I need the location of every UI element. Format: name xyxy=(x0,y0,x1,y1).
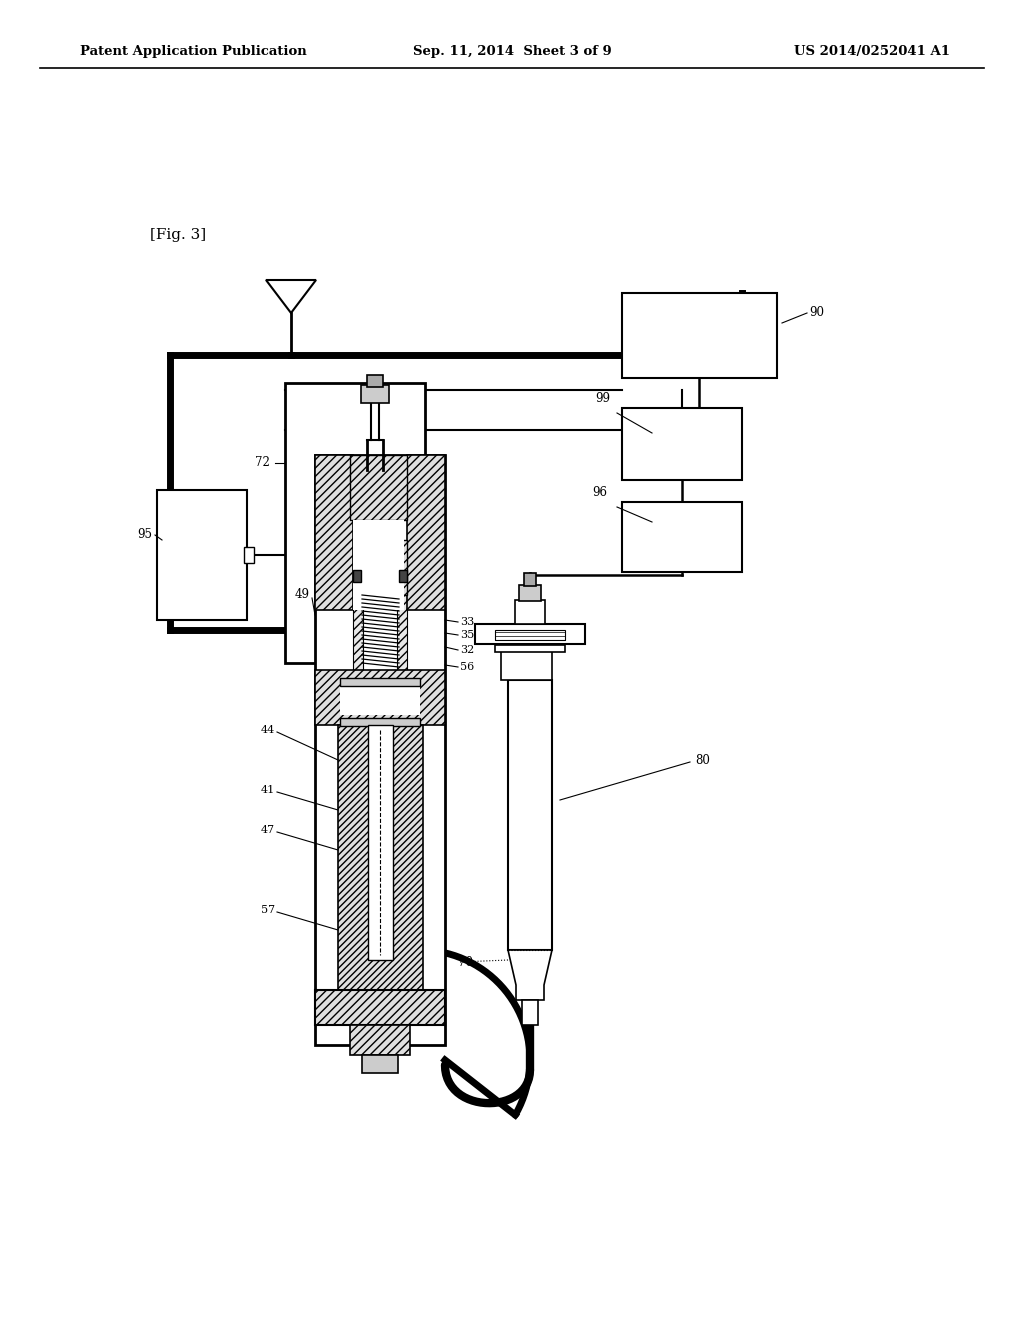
Bar xyxy=(340,718,420,726)
Bar xyxy=(622,293,777,378)
Bar xyxy=(407,455,445,610)
Bar xyxy=(397,595,407,671)
Text: 70: 70 xyxy=(458,956,473,969)
Bar xyxy=(353,595,362,671)
Bar xyxy=(340,678,420,686)
Bar xyxy=(353,540,365,595)
Bar xyxy=(368,725,393,960)
Bar xyxy=(524,573,536,586)
Polygon shape xyxy=(515,601,545,624)
Bar xyxy=(353,520,404,610)
Bar xyxy=(340,680,420,715)
Polygon shape xyxy=(501,649,552,680)
Polygon shape xyxy=(475,624,585,644)
Bar xyxy=(285,383,425,663)
Bar xyxy=(353,570,361,582)
Text: Sep. 11, 2014  Sheet 3 of 9: Sep. 11, 2014 Sheet 3 of 9 xyxy=(413,45,611,58)
Text: 95: 95 xyxy=(137,528,152,541)
Text: 32: 32 xyxy=(460,645,474,655)
Bar xyxy=(315,455,445,1045)
Bar xyxy=(508,680,552,950)
Text: 35: 35 xyxy=(460,630,474,640)
Text: US 2014/0252041 A1: US 2014/0252041 A1 xyxy=(794,45,950,58)
Text: 99: 99 xyxy=(595,392,610,404)
Bar xyxy=(362,1055,398,1073)
Text: 41: 41 xyxy=(261,785,275,795)
Bar xyxy=(361,385,389,403)
Text: 33: 33 xyxy=(460,616,474,627)
Bar xyxy=(495,630,565,640)
Bar xyxy=(315,990,445,1026)
Bar xyxy=(395,540,407,595)
Text: Patent Application Publication: Patent Application Publication xyxy=(80,45,307,58)
Bar xyxy=(338,725,423,990)
Bar xyxy=(519,585,541,601)
Text: 96: 96 xyxy=(592,486,607,499)
Text: 80: 80 xyxy=(695,754,710,767)
Text: 72: 72 xyxy=(255,457,270,470)
Polygon shape xyxy=(266,280,316,313)
Text: [Fig. 3]: [Fig. 3] xyxy=(150,228,206,242)
Bar xyxy=(350,455,407,520)
Text: 47: 47 xyxy=(261,825,275,836)
Bar xyxy=(157,490,247,620)
Bar xyxy=(315,671,445,725)
Text: 90: 90 xyxy=(809,306,824,319)
Bar xyxy=(522,1001,538,1026)
Polygon shape xyxy=(495,645,565,652)
Bar xyxy=(244,546,254,564)
Bar xyxy=(367,375,383,387)
Text: 49: 49 xyxy=(295,589,310,602)
Bar xyxy=(399,570,407,582)
Polygon shape xyxy=(508,950,552,1001)
Bar xyxy=(622,408,742,480)
Text: 56: 56 xyxy=(460,663,474,672)
Text: 44: 44 xyxy=(261,725,275,735)
Bar xyxy=(622,502,742,572)
Bar xyxy=(315,455,353,610)
Bar xyxy=(350,1026,410,1055)
Text: 57: 57 xyxy=(261,906,275,915)
